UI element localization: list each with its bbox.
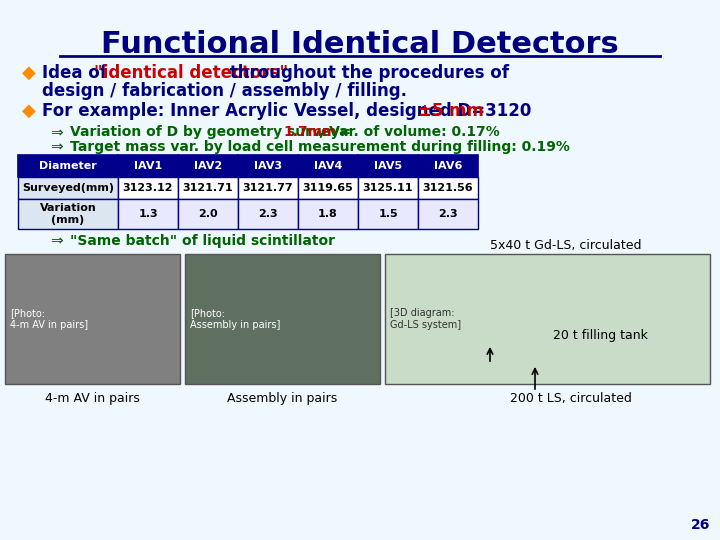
Text: IAV5: IAV5 xyxy=(374,161,402,171)
Bar xyxy=(358,155,418,177)
Bar xyxy=(418,199,478,229)
Text: 1.3: 1.3 xyxy=(138,209,158,219)
Bar xyxy=(18,155,118,177)
Text: 2.0: 2.0 xyxy=(198,209,218,219)
Text: 1.8: 1.8 xyxy=(318,209,338,219)
Text: Assembly in pairs: Assembly in pairs xyxy=(227,392,337,405)
Text: IAV1: IAV1 xyxy=(134,161,162,171)
Text: ⇒: ⇒ xyxy=(50,125,63,140)
Text: 3121.71: 3121.71 xyxy=(183,183,233,193)
Text: Target mass var. by load cell measurement during filling: 0.19%: Target mass var. by load cell measuremen… xyxy=(70,140,570,154)
Text: , Var. of volume: 0.17%: , Var. of volume: 0.17% xyxy=(319,125,500,139)
Bar xyxy=(18,177,118,199)
Text: 3121.56: 3121.56 xyxy=(423,183,473,193)
Text: 3121.77: 3121.77 xyxy=(243,183,293,193)
Text: 3125.11: 3125.11 xyxy=(363,183,413,193)
Text: 4-m AV in pairs: 4-m AV in pairs xyxy=(45,392,140,405)
Text: For example: Inner Acrylic Vessel, designed D=3120: For example: Inner Acrylic Vessel, desig… xyxy=(42,102,531,120)
Bar xyxy=(18,199,118,229)
Bar xyxy=(298,155,358,177)
Text: [Photo:
4-m AV in pairs]: [Photo: 4-m AV in pairs] xyxy=(10,308,88,330)
Bar xyxy=(178,199,238,229)
Bar xyxy=(298,199,358,229)
Text: [Photo:
Assembly in pairs]: [Photo: Assembly in pairs] xyxy=(190,308,280,330)
Text: 5x40 t Gd-LS, circulated: 5x40 t Gd-LS, circulated xyxy=(490,239,642,252)
Text: ⇒: ⇒ xyxy=(50,140,63,155)
Text: ±5 mm: ±5 mm xyxy=(418,102,484,120)
Bar xyxy=(178,155,238,177)
Bar xyxy=(358,199,418,229)
Bar xyxy=(118,155,178,177)
Text: Variation
(mm): Variation (mm) xyxy=(40,203,96,225)
Text: ⇒: ⇒ xyxy=(50,234,63,249)
Text: IAV4: IAV4 xyxy=(314,161,342,171)
Bar xyxy=(385,254,710,384)
Text: Surveyed(mm): Surveyed(mm) xyxy=(22,183,114,193)
Bar xyxy=(238,199,298,229)
Text: 1.5: 1.5 xyxy=(378,209,398,219)
Text: IAV6: IAV6 xyxy=(434,161,462,171)
Text: design / fabrication / assembly / filling.: design / fabrication / assembly / fillin… xyxy=(42,82,407,100)
Text: IAV2: IAV2 xyxy=(194,161,222,171)
Text: Diameter: Diameter xyxy=(39,161,97,171)
Bar xyxy=(178,177,238,199)
Text: ◆: ◆ xyxy=(22,64,36,82)
Text: "Same batch" of liquid scintillator: "Same batch" of liquid scintillator xyxy=(70,234,335,248)
Text: ◆: ◆ xyxy=(22,102,36,120)
Text: 3123.12: 3123.12 xyxy=(122,183,174,193)
Bar xyxy=(238,177,298,199)
Bar xyxy=(185,254,380,384)
Text: 3119.65: 3119.65 xyxy=(302,183,354,193)
Bar xyxy=(118,177,178,199)
Text: 2.3: 2.3 xyxy=(258,209,278,219)
Text: 200 t LS, circulated: 200 t LS, circulated xyxy=(510,392,632,405)
Bar xyxy=(358,177,418,199)
Text: 26: 26 xyxy=(690,518,710,532)
Text: Idea of: Idea of xyxy=(42,64,113,82)
Bar xyxy=(118,199,178,229)
Bar xyxy=(5,254,180,384)
Bar xyxy=(418,155,478,177)
Text: 20 t filling tank: 20 t filling tank xyxy=(552,329,647,342)
Text: IAV3: IAV3 xyxy=(254,161,282,171)
Text: 1.7mm: 1.7mm xyxy=(283,125,336,139)
Text: [3D diagram:
Gd-LS system]: [3D diagram: Gd-LS system] xyxy=(390,308,461,330)
Bar xyxy=(238,155,298,177)
Bar xyxy=(418,177,478,199)
Text: 2.3: 2.3 xyxy=(438,209,458,219)
Bar xyxy=(298,177,358,199)
Text: "identical detectors": "identical detectors" xyxy=(94,64,288,82)
Text: Functional Identical Detectors: Functional Identical Detectors xyxy=(101,30,619,59)
Text: throughout the procedures of: throughout the procedures of xyxy=(224,64,509,82)
Text: Variation of D by geometry survey=: Variation of D by geometry survey= xyxy=(70,125,351,139)
